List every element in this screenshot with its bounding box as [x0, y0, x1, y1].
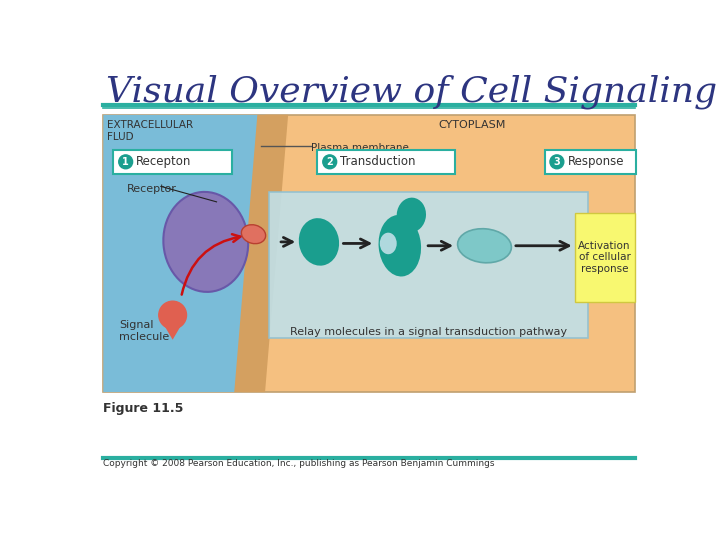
Text: 3: 3 — [554, 157, 560, 167]
Text: Plasma membrane: Plasma membrane — [311, 143, 409, 153]
Circle shape — [159, 301, 186, 329]
Text: EXTRACELLULAR
FLUD: EXTRACELLULAR FLUD — [107, 120, 194, 142]
FancyBboxPatch shape — [269, 192, 588, 338]
FancyBboxPatch shape — [113, 150, 232, 174]
Ellipse shape — [397, 198, 426, 232]
Ellipse shape — [299, 218, 339, 266]
Polygon shape — [104, 115, 265, 392]
Text: Visual Overview of Cell Signaling: Visual Overview of Cell Signaling — [106, 74, 717, 109]
Ellipse shape — [241, 225, 266, 244]
Ellipse shape — [163, 192, 248, 292]
Circle shape — [119, 155, 132, 168]
Text: Recepton: Recepton — [135, 156, 191, 168]
Text: Relay molecules in a signal transduction pathway: Relay molecules in a signal transduction… — [289, 327, 567, 336]
Ellipse shape — [379, 215, 421, 276]
Text: CYTOPLASM: CYTOPLASM — [438, 120, 505, 130]
Polygon shape — [163, 323, 183, 340]
Ellipse shape — [458, 229, 511, 263]
Text: Copyright © 2008 Pearson Education, Inc., publishing as Pearson Benjamin Cumming: Copyright © 2008 Pearson Education, Inc.… — [104, 459, 495, 468]
FancyBboxPatch shape — [544, 150, 636, 174]
Ellipse shape — [379, 233, 397, 254]
Text: Receptor: Receptor — [127, 184, 176, 194]
Polygon shape — [234, 115, 288, 392]
Text: Transduction: Transduction — [340, 156, 415, 168]
FancyBboxPatch shape — [575, 213, 634, 302]
Text: 2: 2 — [326, 157, 333, 167]
Circle shape — [323, 155, 337, 168]
Text: Signal
mclecule: Signal mclecule — [119, 320, 169, 342]
Text: Response: Response — [567, 156, 624, 168]
Circle shape — [550, 155, 564, 168]
FancyBboxPatch shape — [104, 115, 634, 392]
Text: 1: 1 — [122, 157, 129, 167]
Text: Figure 11.5: Figure 11.5 — [104, 402, 184, 415]
Text: Activation
of cellular
response: Activation of cellular response — [578, 241, 631, 274]
FancyBboxPatch shape — [318, 150, 455, 174]
